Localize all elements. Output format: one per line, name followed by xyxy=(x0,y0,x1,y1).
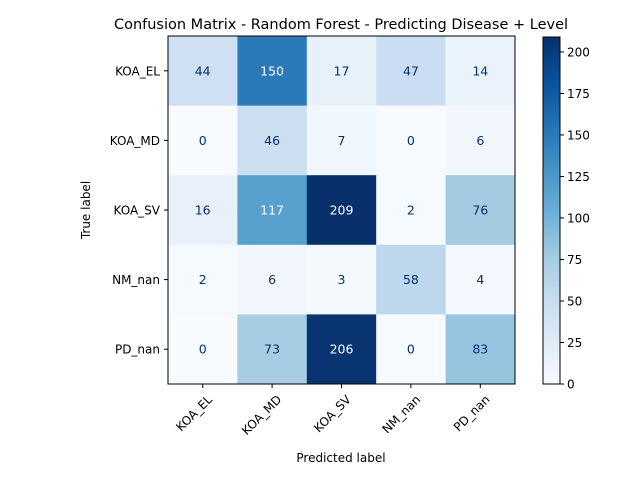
heatmap-cell xyxy=(237,314,308,385)
y-axis-ticks: KOA_EL KOA_MD KOA_SV NM_nan PD_nan xyxy=(110,64,168,357)
colorbar-tick-label: 0 xyxy=(567,378,575,392)
colorbar-tick-label: 25 xyxy=(567,336,582,350)
x-axis-ticks: KOA_EL KOA_MD KOA_SV NM_nan PD_nan xyxy=(173,384,493,438)
x-tick-label: KOA_EL xyxy=(173,392,215,434)
cell-value-label: 17 xyxy=(334,63,350,78)
cell-value-label: 209 xyxy=(330,203,354,218)
colorbar-tick-label: 175 xyxy=(567,87,590,101)
heatmap-cell xyxy=(237,36,308,107)
cell-value-label: 46 xyxy=(264,133,280,148)
colorbar-tick-label: 50 xyxy=(567,294,582,308)
colorbar-tick-label: 200 xyxy=(567,45,590,59)
cell-value-label: 117 xyxy=(260,203,284,218)
chart-title: Confusion Matrix - Random Forest - Predi… xyxy=(114,17,568,33)
x-tick-label: NM_nan xyxy=(379,392,423,436)
colorbar-tick-label: 125 xyxy=(567,170,590,184)
cell-value-label: 0 xyxy=(199,342,207,357)
x-axis-label: Predicted label xyxy=(296,451,385,465)
cell-value-label: 2 xyxy=(407,203,415,218)
heatmap-cell xyxy=(168,175,238,246)
y-axis-label: True label xyxy=(79,181,93,240)
heatmap-cell xyxy=(445,36,516,107)
cell-value-label: 6 xyxy=(476,133,484,148)
colorbar-tick-label: 75 xyxy=(567,253,582,267)
heatmap-cell xyxy=(376,175,447,246)
heatmap-cell-values: 44 150 17 47 14 0 46 7 0 6 16 117 209 2 76 2 6 3 58 4 0 73 206… xyxy=(195,63,489,356)
heatmap-cell xyxy=(168,105,238,176)
cell-value-label: 4 xyxy=(476,272,484,287)
heatmap-cell xyxy=(445,314,516,385)
heatmap-cell xyxy=(168,314,238,385)
heatmap-cell xyxy=(306,314,377,385)
heatmap-cell xyxy=(376,244,447,315)
cell-value-label: 44 xyxy=(195,63,211,78)
cell-value-label: 83 xyxy=(472,342,488,357)
heatmap-cell xyxy=(306,175,377,246)
colorbar-tick-label: 100 xyxy=(567,211,590,225)
colorbar-ticks: 0 25 50 75 100 125 150 175 200 xyxy=(560,45,590,392)
heatmap-cell xyxy=(306,244,377,315)
heatmap-cell xyxy=(168,36,238,107)
heatmap-cell xyxy=(445,175,516,246)
heatmap-cell xyxy=(445,244,516,315)
heatmap-cell xyxy=(376,105,447,176)
cell-value-label: 6 xyxy=(268,272,276,287)
heatmap-cell xyxy=(237,105,308,176)
cell-value-label: 3 xyxy=(338,272,346,287)
cell-value-label: 16 xyxy=(195,203,211,218)
cell-value-label: 206 xyxy=(330,342,354,357)
y-tick-label: KOA_SV xyxy=(114,204,161,218)
cell-value-label: 47 xyxy=(403,63,419,78)
heatmap-cells xyxy=(168,36,516,385)
heatmap-cell xyxy=(445,105,516,176)
colorbar-tick-label: 150 xyxy=(567,128,590,142)
cell-value-label: 2 xyxy=(199,272,207,287)
heatmap-cell xyxy=(376,314,447,385)
y-tick-label: KOA_EL xyxy=(115,64,160,78)
y-tick-label: NM_nan xyxy=(112,273,160,287)
heatmap-cell xyxy=(306,105,377,176)
heatmap-cell xyxy=(376,36,447,107)
x-tick-label: KOA_MD xyxy=(239,392,284,437)
heatmap-cell xyxy=(168,244,238,315)
cell-value-label: 58 xyxy=(403,272,419,287)
cell-value-label: 14 xyxy=(472,63,488,78)
heatmap-cell xyxy=(306,36,377,107)
cell-value-label: 0 xyxy=(199,133,207,148)
x-tick-label: KOA_SV xyxy=(311,392,354,435)
x-tick-label: PD_nan xyxy=(451,392,493,434)
colorbar xyxy=(542,36,561,385)
y-tick-label: KOA_MD xyxy=(110,134,160,148)
cell-value-label: 7 xyxy=(338,133,346,148)
cell-value-label: 0 xyxy=(407,133,415,148)
heatmap-cell xyxy=(237,244,308,315)
cell-value-label: 73 xyxy=(264,342,280,357)
cell-value-label: 0 xyxy=(407,342,415,357)
heatmap-cell xyxy=(237,175,308,246)
cell-value-label: 76 xyxy=(472,203,488,218)
cell-value-label: 150 xyxy=(260,63,284,78)
y-tick-label: PD_nan xyxy=(115,343,160,357)
